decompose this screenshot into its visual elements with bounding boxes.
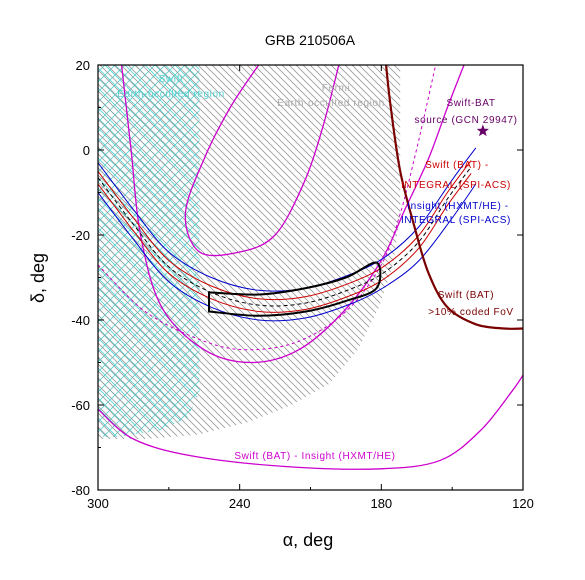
axes: 300 240 180 120 20 0 -20 -40 -60 -80 <box>71 58 534 511</box>
contour-line-3 <box>98 374 523 470</box>
y-axis-label: δ, deg <box>28 253 48 303</box>
fermi-occult-label: Fermi Earth-occulted region <box>277 83 385 109</box>
source-star-icon <box>476 124 489 137</box>
contour-line-11 <box>208 261 382 317</box>
y-tick-label: -40 <box>71 313 90 328</box>
x-axis-label: α, deg <box>283 530 333 550</box>
contour-lines <box>98 65 523 470</box>
y-tick-label: -60 <box>71 398 90 413</box>
swift-occult-label: Swift Earth-occulted region <box>117 74 225 100</box>
x-tick-label: 300 <box>87 496 109 511</box>
y-tick-label: 0 <box>83 143 90 158</box>
bat-hxmt-label: Swift (BAT) - Insight (HXMT/HE) <box>234 451 395 462</box>
contour-line-2 <box>120 65 465 364</box>
contour-line-6 <box>98 173 472 313</box>
source-marker-group <box>476 124 489 137</box>
bat-fov-label: Swift (BAT) >10% coded FoV <box>428 290 513 318</box>
x-tick-label: 180 <box>370 496 392 511</box>
region-labels: Swift Earth-occulted region Fermi Earth-oc… <box>117 74 517 462</box>
contour-line-7 <box>98 166 472 307</box>
fermi-occult-region <box>98 65 401 439</box>
y-tick-label: -80 <box>71 483 90 498</box>
x-tick-label: 120 <box>512 496 534 511</box>
bat-integral-label: Swift (BAT) -INTEGRAL (SPI-ACS) <box>401 160 511 191</box>
contour-line-9 <box>98 183 477 322</box>
bat-source-label: Swift-BAT source (GCN 29947) <box>414 98 517 126</box>
contour-line-1 <box>184 65 340 257</box>
y-tick-label: -20 <box>71 228 90 243</box>
contour-line-4 <box>98 65 437 351</box>
hxmt-integral-label: Insight (HXMT/HE) -INTEGRAL (SPI-ACS) <box>401 201 511 226</box>
contour-line-5 <box>98 160 472 301</box>
y-tick-label: 20 <box>76 58 90 73</box>
contour-line-10 <box>385 65 523 330</box>
x-tick-label: 240 <box>229 496 251 511</box>
chart-title: GRB 210506A <box>265 32 356 48</box>
